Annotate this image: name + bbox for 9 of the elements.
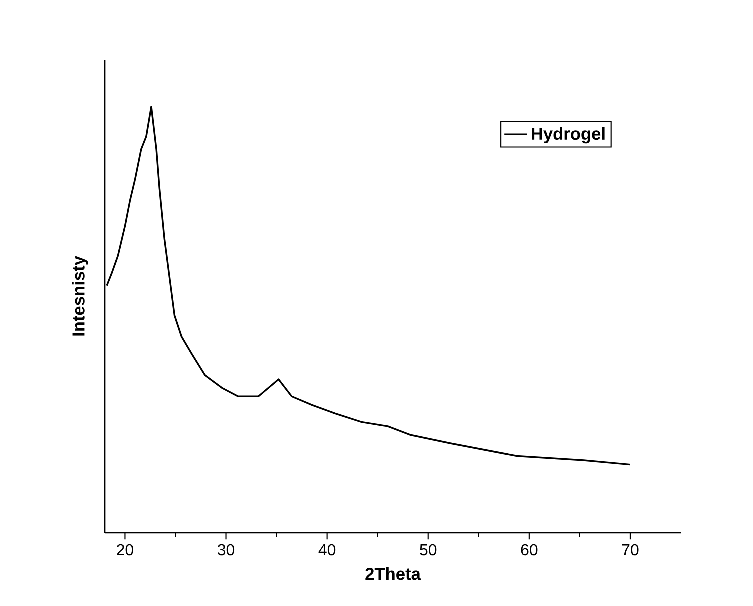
- x-tick-label: 20: [117, 544, 134, 556]
- x-tick-label: 70: [622, 544, 639, 556]
- x-tick-label: 50: [420, 544, 437, 556]
- x-axis-title: 2Theta: [366, 568, 422, 580]
- legend-label: Hydrogel: [532, 127, 605, 144]
- y-axis-title: Intesnisty: [72, 256, 88, 336]
- x-tick-label: 30: [218, 544, 235, 556]
- x-tick-label: 60: [521, 544, 538, 556]
- x-tick-label: 40: [318, 544, 336, 556]
